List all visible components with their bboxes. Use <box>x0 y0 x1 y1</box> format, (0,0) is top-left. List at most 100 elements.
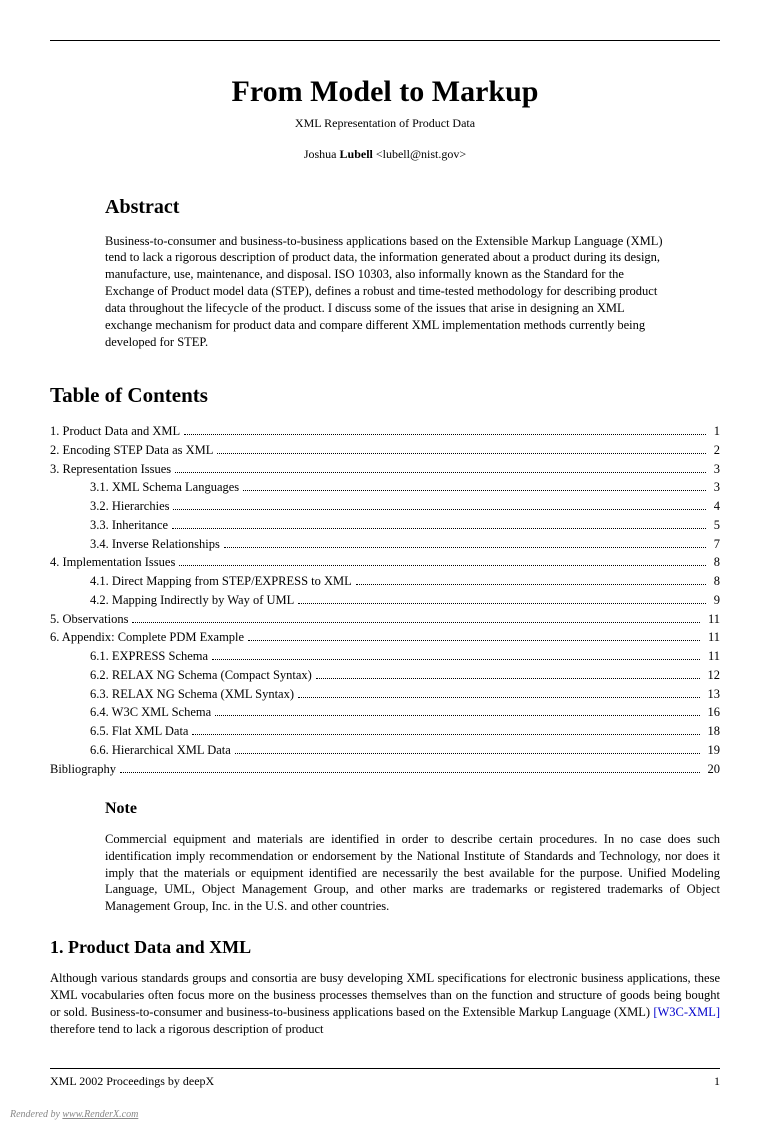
toc-entry[interactable]: 6.5. Flat XML Data 18 <box>50 722 720 741</box>
author-first-name: Joshua <box>304 147 337 161</box>
toc-heading: Table of Contents <box>50 381 720 410</box>
toc-dots <box>212 659 700 660</box>
toc-entry[interactable]: 3.3. Inheritance 5 <box>50 516 720 535</box>
toc-entry[interactable]: 6.1. EXPRESS Schema 11 <box>50 647 720 666</box>
rendered-by-line: Rendered by www.RenderX.com <box>10 1108 720 1122</box>
abstract-heading: Abstract <box>105 193 665 221</box>
toc-entry[interactable]: 4. Implementation Issues 8 <box>50 553 720 572</box>
toc-entry-page: 20 <box>704 760 721 779</box>
top-rule <box>50 40 720 41</box>
author-line: Joshua Lubell <lubell@nist.gov> <box>50 146 720 163</box>
table-of-contents: 1. Product Data and XML 12. Encoding STE… <box>50 422 720 778</box>
toc-entry-page: 8 <box>710 553 720 572</box>
toc-entry-label: 6.5. Flat XML Data <box>90 722 188 741</box>
section-1-body-post: therefore tend to lack a rigorous descri… <box>50 1022 324 1036</box>
page-footer: XML 2002 Proceedings by deepX 1 <box>50 1073 720 1090</box>
toc-entry-label: 3.3. Inheritance <box>90 516 168 535</box>
toc-entry[interactable]: 3.1. XML Schema Languages 3 <box>50 478 720 497</box>
toc-entry-page: 2 <box>710 441 720 460</box>
toc-entry[interactable]: 4.1. Direct Mapping from STEP/EXPRESS to… <box>50 572 720 591</box>
section-1-body-pre: Although various standards groups and co… <box>50 971 720 1019</box>
toc-entry[interactable]: 6.2. RELAX NG Schema (Compact Syntax) 12 <box>50 666 720 685</box>
toc-entry-label: 4.2. Mapping Indirectly by Way of UML <box>90 591 294 610</box>
toc-entry-label: 1. Product Data and XML <box>50 422 180 441</box>
toc-entry-label: 4.1. Direct Mapping from STEP/EXPRESS to… <box>90 572 352 591</box>
toc-entry-label: 6.4. W3C XML Schema <box>90 703 211 722</box>
rendered-by-prefix: Rendered by <box>10 1109 62 1120</box>
toc-entry-label: 3.1. XML Schema Languages <box>90 478 239 497</box>
rendered-by-link[interactable]: www.RenderX.com <box>62 1109 138 1120</box>
toc-dots <box>192 734 699 735</box>
toc-entry-label: 6.2. RELAX NG Schema (Compact Syntax) <box>90 666 312 685</box>
toc-dots <box>243 490 706 491</box>
toc-dots <box>235 753 700 754</box>
toc-entry[interactable]: 4.2. Mapping Indirectly by Way of UML 9 <box>50 591 720 610</box>
toc-dots <box>132 622 699 623</box>
toc-entry-page: 16 <box>704 703 721 722</box>
abstract-text: Business-to-consumer and business-to-bus… <box>105 233 665 351</box>
toc-entry[interactable]: 6. Appendix: Complete PDM Example 11 <box>50 628 720 647</box>
toc-entry-page: 18 <box>704 722 721 741</box>
toc-entry-label: 5. Observations <box>50 610 128 629</box>
toc-dots <box>224 547 706 548</box>
toc-dots <box>173 509 705 510</box>
toc-entry-page: 4 <box>710 497 720 516</box>
toc-dots <box>298 603 705 604</box>
toc-dots <box>184 434 706 435</box>
note-block: Note Commercial equipment and materials … <box>105 798 720 915</box>
toc-entry[interactable]: 1. Product Data and XML 1 <box>50 422 720 441</box>
toc-entry[interactable]: 3.4. Inverse Relationships 7 <box>50 535 720 554</box>
toc-entry-page: 11 <box>704 628 720 647</box>
toc-dots <box>172 528 706 529</box>
toc-entry-page: 5 <box>710 516 720 535</box>
toc-entry-page: 12 <box>704 666 721 685</box>
title-block: From Model to Markup XML Representation … <box>50 71 720 163</box>
toc-entry-label: 2. Encoding STEP Data as XML <box>50 441 213 460</box>
author-email: <lubell@nist.gov> <box>376 147 466 161</box>
toc-entry-label: 3. Representation Issues <box>50 460 171 479</box>
toc-entry-page: 7 <box>710 535 720 554</box>
toc-dots <box>215 715 699 716</box>
w3c-xml-link[interactable]: [W3C-XML] <box>653 1005 720 1019</box>
toc-entry-label: 6.6. Hierarchical XML Data <box>90 741 231 760</box>
toc-entry-label: 6.3. RELAX NG Schema (XML Syntax) <box>90 685 294 704</box>
note-text: Commercial equipment and materials are i… <box>105 831 720 915</box>
toc-entry[interactable]: 3. Representation Issues 3 <box>50 460 720 479</box>
toc-entry-label: 3.4. Inverse Relationships <box>90 535 220 554</box>
toc-entry[interactable]: 5. Observations 11 <box>50 610 720 629</box>
note-heading: Note <box>105 798 720 820</box>
footer-left: XML 2002 Proceedings by deepX <box>50 1073 214 1090</box>
toc-entry-label: 4. Implementation Issues <box>50 553 175 572</box>
toc-entry[interactable]: 6.3. RELAX NG Schema (XML Syntax) 13 <box>50 685 720 704</box>
toc-dots <box>248 640 700 641</box>
toc-entry-page: 1 <box>710 422 720 441</box>
toc-dots <box>179 565 705 566</box>
toc-entry-page: 8 <box>710 572 720 591</box>
toc-dots <box>175 472 706 473</box>
document-subtitle: XML Representation of Product Data <box>50 115 720 132</box>
toc-entry-page: 3 <box>710 460 720 479</box>
toc-dots <box>217 453 705 454</box>
toc-entry[interactable]: 2. Encoding STEP Data as XML 2 <box>50 441 720 460</box>
toc-dots <box>316 678 700 679</box>
toc-dots <box>120 772 700 773</box>
toc-entry[interactable]: 3.2. Hierarchies 4 <box>50 497 720 516</box>
toc-entry-label: 6. Appendix: Complete PDM Example <box>50 628 244 647</box>
footer-rule: XML 2002 Proceedings by deepX 1 <box>50 1068 720 1090</box>
toc-entry-label: Bibliography <box>50 760 116 779</box>
toc-entry-label: 6.1. EXPRESS Schema <box>90 647 208 666</box>
section-1-body: Although various standards groups and co… <box>50 970 720 1038</box>
toc-entry[interactable]: 6.6. Hierarchical XML Data 19 <box>50 741 720 760</box>
toc-dots <box>356 584 706 585</box>
toc-entry-page: 3 <box>710 478 720 497</box>
toc-entry-page: 19 <box>704 741 721 760</box>
toc-entry-label: 3.2. Hierarchies <box>90 497 169 516</box>
toc-entry-page: 9 <box>710 591 720 610</box>
toc-entry-page: 13 <box>704 685 721 704</box>
author-last-name: Lubell <box>340 147 373 161</box>
toc-entry-page: 11 <box>704 610 720 629</box>
toc-dots <box>298 697 699 698</box>
toc-entry[interactable]: Bibliography 20 <box>50 760 720 779</box>
section-1-heading: 1. Product Data and XML <box>50 935 720 960</box>
toc-entry[interactable]: 6.4. W3C XML Schema 16 <box>50 703 720 722</box>
